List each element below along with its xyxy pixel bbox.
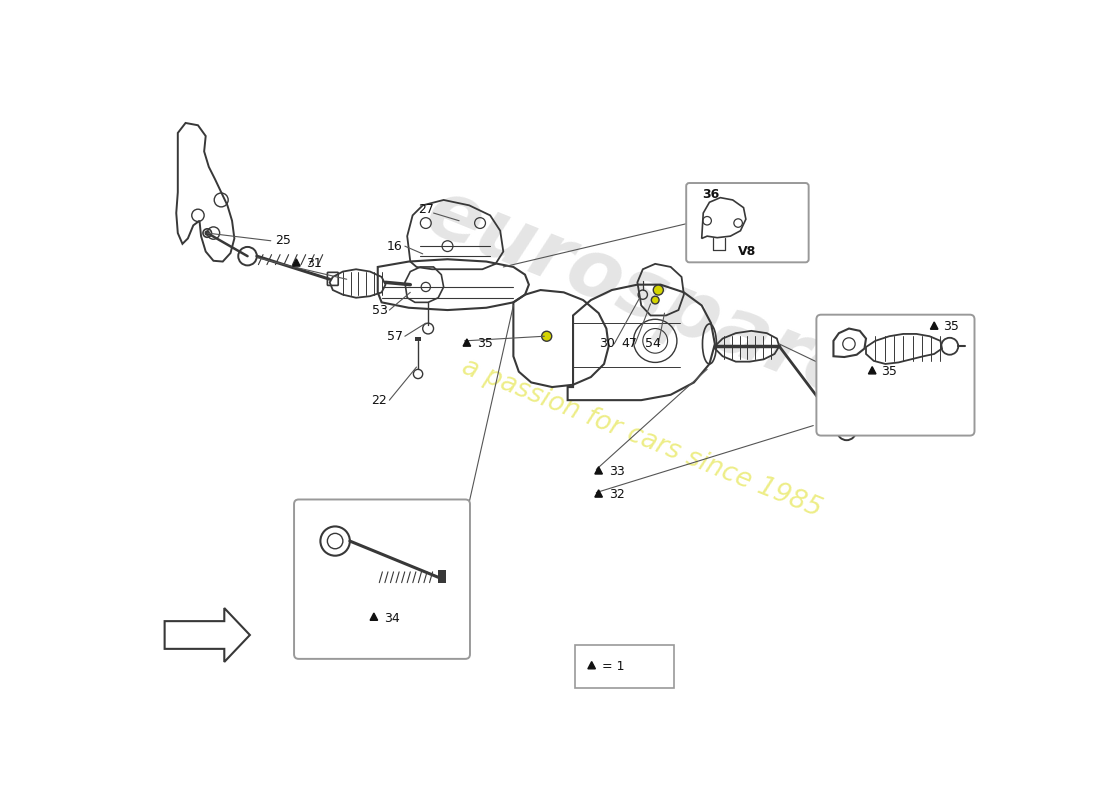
FancyBboxPatch shape (574, 645, 674, 688)
Polygon shape (463, 339, 471, 346)
Polygon shape (595, 466, 603, 474)
Text: 35: 35 (944, 321, 959, 334)
Text: a passion for cars since 1985: a passion for cars since 1985 (458, 354, 825, 523)
Polygon shape (595, 490, 603, 497)
Text: 25: 25 (275, 234, 292, 247)
FancyBboxPatch shape (294, 499, 470, 659)
FancyBboxPatch shape (686, 183, 808, 262)
Text: 31: 31 (307, 258, 322, 270)
Text: 16: 16 (387, 240, 403, 253)
Text: 35: 35 (477, 338, 493, 350)
Text: 57: 57 (387, 330, 403, 342)
Bar (438, 570, 446, 582)
Text: 27: 27 (418, 203, 433, 217)
Text: V8: V8 (738, 245, 757, 258)
Text: eurospares: eurospares (414, 173, 915, 435)
Text: = 1: = 1 (603, 660, 625, 673)
Polygon shape (370, 613, 377, 620)
Circle shape (653, 285, 663, 295)
Polygon shape (931, 322, 938, 330)
Text: 33: 33 (608, 466, 625, 478)
Text: 34: 34 (384, 611, 399, 625)
Bar (415, 337, 421, 341)
Text: 47: 47 (621, 338, 638, 350)
Circle shape (206, 231, 209, 235)
Text: 35: 35 (881, 365, 898, 378)
Text: 54: 54 (645, 338, 661, 350)
Text: 22: 22 (372, 394, 387, 406)
FancyBboxPatch shape (816, 314, 975, 435)
Text: 53: 53 (372, 303, 387, 317)
Text: 32: 32 (608, 488, 625, 502)
Text: 30: 30 (598, 338, 615, 350)
Polygon shape (868, 366, 876, 374)
Circle shape (541, 331, 552, 342)
Polygon shape (587, 662, 595, 669)
Circle shape (651, 296, 659, 304)
Text: 36: 36 (702, 188, 719, 201)
Polygon shape (293, 259, 300, 266)
